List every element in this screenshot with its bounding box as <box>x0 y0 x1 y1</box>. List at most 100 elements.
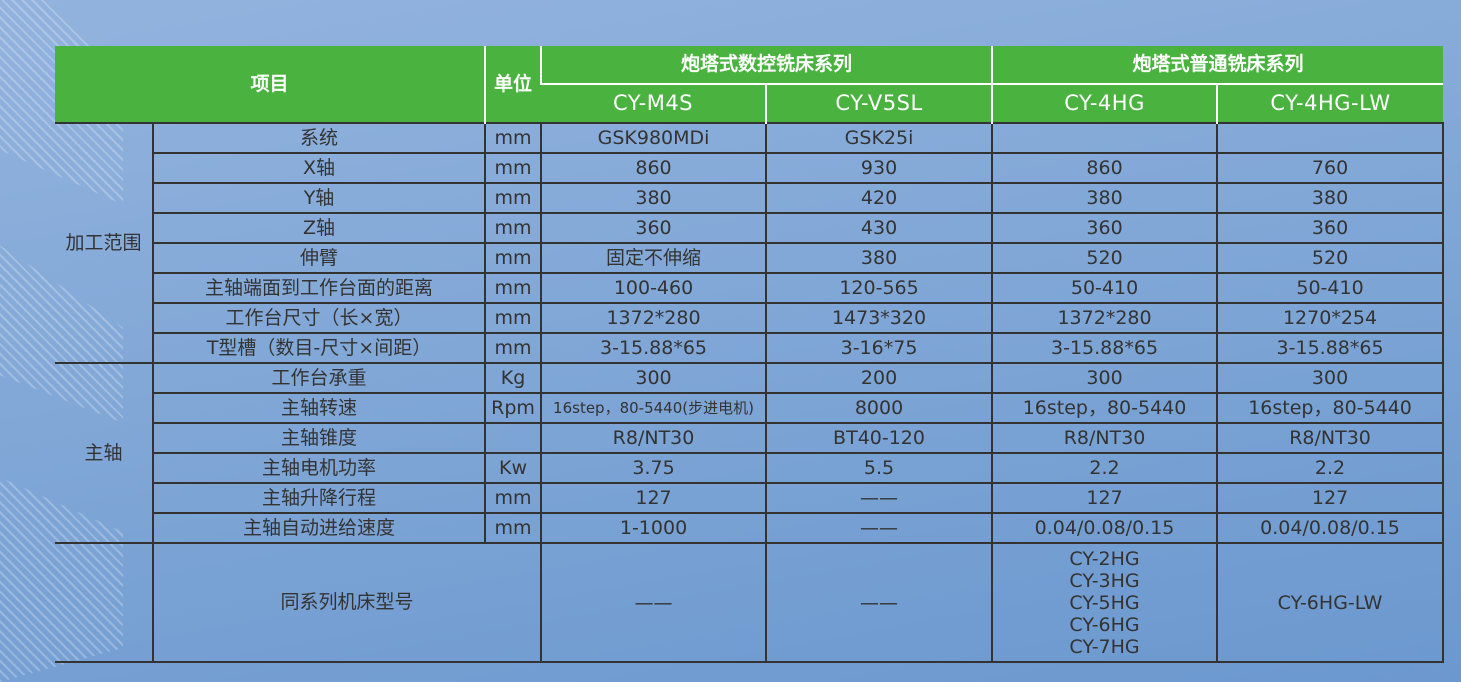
row-value: 520 <box>991 242 1219 274</box>
row-unit: mm <box>484 242 543 274</box>
series-value: CY-6HG-LW <box>1216 542 1445 663</box>
row-item: 主轴锥度 <box>153 422 487 454</box>
row-value: R8/NT30 <box>1216 422 1445 454</box>
row-unit: mm <box>484 272 543 304</box>
row-value <box>1216 122 1445 154</box>
row-unit: mm <box>484 152 543 184</box>
row-value: 3-15.88*65 <box>540 332 768 364</box>
series-value: —— <box>540 542 768 663</box>
row-unit: Kw <box>484 452 543 484</box>
table-row: 主轴自动进给速度 mm 1-1000 —— 0.04/0.08/0.15 0.04/0.0… <box>55 512 1445 544</box>
row-unit: mm <box>484 302 543 334</box>
table-row: Y轴 mm 380 420 380 380 <box>55 182 1445 214</box>
row-unit: mm <box>484 122 543 154</box>
row-value: 300 <box>991 362 1219 394</box>
row-value: 1372*280 <box>540 302 768 334</box>
header-item: 项目 <box>55 46 486 123</box>
row-item: Z轴 <box>153 212 487 244</box>
row-unit: mm <box>484 182 543 214</box>
row-value: 3-16*75 <box>765 332 994 364</box>
row-value: 3.75 <box>540 452 768 484</box>
table-row: T型槽（数目-尺寸×间距） mm 3-15.88*65 3-16*75 3-15.88*… <box>55 332 1445 364</box>
row-item: 工作台承重 <box>152 362 487 394</box>
row-value: 380 <box>991 182 1219 214</box>
header-group-cnc: 炮塔式数控铣床系列 <box>540 46 993 84</box>
row-unit: Rpm <box>484 392 543 424</box>
row-unit <box>484 422 543 454</box>
row-value: 16step，80-5440(步进电机) <box>540 392 768 424</box>
row-item: T型槽（数目-尺寸×间距） <box>153 332 487 364</box>
row-value: GSK980MDi <box>540 122 768 154</box>
header-model: CY-4HG-LW <box>1216 83 1444 123</box>
row-item: 主轴电机功率 <box>153 452 487 484</box>
row-value: 16step，80-5440 <box>991 392 1219 424</box>
row-unit: mm <box>484 212 543 244</box>
group-label-machining: 加工范围 <box>55 122 154 364</box>
row-value: 0.04/0.08/0.15 <box>1216 512 1445 544</box>
table-row: 主轴 工作台承重 Kg 300 200 300 300 <box>55 362 1445 544</box>
row-item: 系统 <box>152 122 487 154</box>
table-row: 工作台尺寸（长×宽） mm 1372*280 1473*320 1372*280 1270… <box>55 302 1445 334</box>
row-value: 127 <box>1216 482 1445 514</box>
row-value: 380 <box>1216 182 1445 214</box>
header-model: CY-4HG <box>991 83 1218 123</box>
row-value: 860 <box>540 152 768 184</box>
row-value: 2.2 <box>1216 452 1445 484</box>
row-value: 8000 <box>765 392 994 424</box>
row-value: 100-460 <box>540 272 768 304</box>
series-value: CY-2HG CY-3HG CY-5HG CY-6HG CY-7HG <box>991 542 1219 663</box>
row-item: 伸臂 <box>153 242 487 274</box>
row-value: 1473*320 <box>765 302 994 334</box>
row-value: 3-15.88*65 <box>991 332 1219 364</box>
row-value: 300 <box>1216 362 1445 394</box>
row-value: GSK25i <box>765 122 994 154</box>
row-value: R8/NT30 <box>991 422 1219 454</box>
table-row: 主轴端面到工作台面的距离 mm 100-460 120-565 50-410 50-410 <box>55 272 1445 304</box>
row-value: 5.5 <box>765 452 994 484</box>
row-value: 420 <box>765 182 994 214</box>
row-value: 1270*254 <box>1216 302 1445 334</box>
row-value: 3-15.88*65 <box>1216 332 1445 364</box>
row-value: 520 <box>1216 242 1445 274</box>
row-value: 430 <box>765 212 994 244</box>
row-item: 主轴转速 <box>153 392 487 424</box>
row-value: 0.04/0.08/0.15 <box>991 512 1219 544</box>
row-unit: mm <box>484 332 543 364</box>
row-value: 120-565 <box>765 272 994 304</box>
row-value: —— <box>765 512 994 544</box>
row-value: BT40-120 <box>765 422 994 454</box>
row-value <box>991 122 1219 154</box>
row-item: 主轴端面到工作台面的距离 <box>153 272 487 304</box>
row-value: 2.2 <box>991 452 1219 484</box>
header-group-manual: 炮塔式普通铣床系列 <box>991 46 1444 84</box>
table-row: 主轴电机功率 Kw 3.75 5.5 2.2 2.2 <box>55 452 1445 484</box>
row-value: 380 <box>540 182 768 214</box>
table-row: X轴 mm 860 930 860 760 <box>55 152 1445 184</box>
header-unit: 单位 <box>484 46 542 123</box>
table-row: 主轴转速 Rpm 16step，80-5440(步进电机) 8000 16step，80… <box>55 392 1445 424</box>
row-value: 760 <box>1216 152 1445 184</box>
row-value: 16step，80-5440 <box>1216 392 1445 424</box>
row-value: 127 <box>991 482 1219 514</box>
row-value: 360 <box>1216 212 1445 244</box>
series-value: —— <box>765 542 994 663</box>
row-value: 860 <box>991 152 1219 184</box>
table-row: 主轴升降行程 mm 127 —— 127 127 <box>55 482 1445 514</box>
row-item: 工作台尺寸（长×宽） <box>153 302 487 334</box>
row-item: 主轴升降行程 <box>153 482 487 514</box>
header-model: CY-M4S <box>541 83 767 123</box>
row-value: 固定不伸缩 <box>540 242 768 274</box>
header-model: CY-V5SL <box>765 83 993 123</box>
row-item: 主轴自动进给速度 <box>153 512 487 544</box>
row-value: 127 <box>540 482 768 514</box>
row-value: 380 <box>765 242 994 274</box>
row-value: 930 <box>765 152 994 184</box>
table-row: 主轴锥度 R8/NT30 BT40-120 R8/NT30 R8/NT30 <box>55 422 1445 454</box>
table-row: 加工范围 系统 mm GSK980MDi GSK25i <box>55 122 1445 364</box>
row-unit: Kg <box>484 362 543 394</box>
row-unit: mm <box>484 512 543 544</box>
spec-table: 项目 单位 炮塔式数控铣床系列 炮塔式普通铣床系列 CY-M4S CY-V5SL… <box>55 46 1445 663</box>
row-value: 1372*280 <box>991 302 1219 334</box>
group-label-spindle: 主轴 <box>55 362 154 544</box>
row-value: 50-410 <box>991 272 1219 304</box>
